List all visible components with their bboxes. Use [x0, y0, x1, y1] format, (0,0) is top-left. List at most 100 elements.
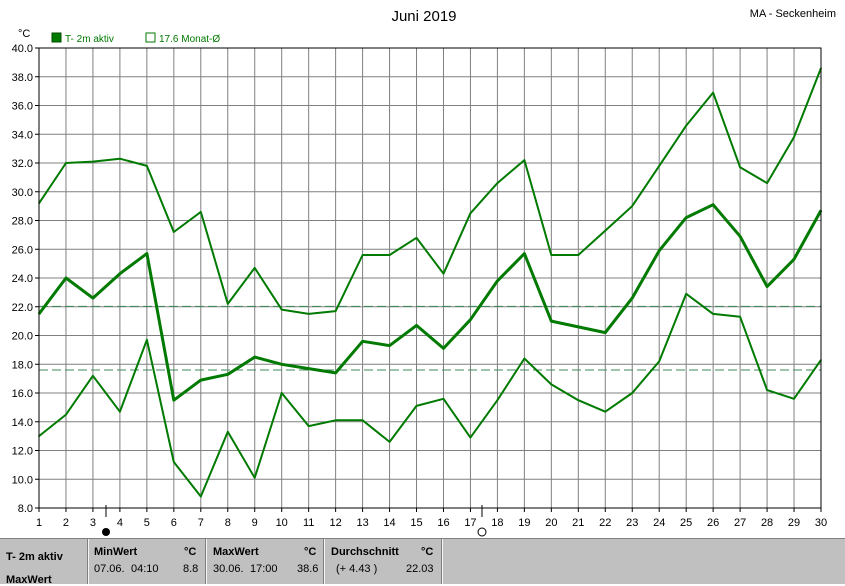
data-point-min: [334, 419, 337, 422]
data-point-min: [631, 392, 634, 394]
x-tick-label: 14: [383, 517, 395, 529]
data-point-min: [119, 410, 121, 413]
legend-series-swatch: [51, 32, 62, 43]
data-point-mean: [92, 297, 94, 299]
avg-unit: °C: [421, 546, 434, 558]
data-point-mean: [253, 356, 256, 358]
data-point-min: [226, 431, 229, 433]
data-point-min: [280, 392, 283, 394]
data-point-min: [577, 399, 580, 401]
data-point-max: [146, 165, 148, 167]
min-header: MinWert: [94, 546, 138, 558]
data-point-max: [739, 166, 741, 169]
data-point-max: [442, 272, 445, 275]
data-point-mean: [334, 372, 337, 374]
data-point-mean: [631, 297, 634, 299]
y-axis-unit: °C: [18, 28, 30, 40]
series-line-max: [38, 67, 822, 315]
data-point-min: [65, 413, 67, 416]
stats-separator: [87, 539, 89, 584]
x-tick-label: 28: [761, 517, 773, 529]
data-point-min: [793, 397, 795, 400]
y-tick-label: 36.0: [12, 101, 33, 113]
data-point-min: [253, 477, 256, 479]
x-tick-label: 3: [90, 517, 96, 529]
data-point-mean: [739, 235, 741, 238]
data-point-min: [307, 425, 310, 427]
max-unit: °C: [304, 546, 317, 558]
y-tick-label: 28.0: [12, 216, 33, 228]
data-point-mean: [766, 285, 768, 288]
x-tick-label: 12: [329, 517, 341, 529]
y-tick-label: 8.0: [18, 503, 33, 515]
x-tick-label: 27: [734, 517, 746, 529]
x-tick-label: 8: [225, 517, 231, 529]
y-tick-label: 12.0: [12, 446, 33, 458]
legend-avg-label: 17.6 Monat-Ø: [159, 34, 220, 45]
x-tick-label: 2: [63, 517, 69, 529]
chart-series: [37, 67, 823, 498]
stats-row2-label: MaxWert: [6, 574, 52, 586]
y-tick-label: 24.0: [12, 273, 33, 285]
data-point-max: [577, 254, 580, 256]
chart-title: Juni 2019: [391, 8, 456, 25]
x-tick-label: 30: [815, 517, 827, 529]
data-point-mean: [793, 258, 795, 261]
chart-axes: 8.0 10.0 12.0 14.0 16.0 18.0 20.0 22.0 24.0 26.0 2…: [12, 43, 828, 529]
data-point-max: [280, 308, 283, 311]
data-point-max: [92, 160, 94, 163]
data-point-mean: [577, 326, 580, 328]
max-header: MaxWert: [213, 546, 259, 558]
data-point-max: [119, 157, 121, 160]
min-unit: °C: [184, 546, 197, 558]
stats-separator: [441, 539, 443, 584]
data-point-max: [226, 303, 229, 305]
data-point-max: [199, 211, 202, 213]
data-point-mean: [658, 249, 661, 252]
x-tick-label: 25: [680, 517, 692, 529]
data-point-mean: [442, 347, 445, 350]
data-point-mean: [361, 340, 364, 343]
station-name: MA - Seckenheim: [750, 8, 836, 20]
x-tick-label: 21: [572, 517, 584, 529]
data-point-mean: [65, 277, 67, 279]
data-point-max: [334, 310, 337, 312]
x-tick-label: 10: [276, 517, 288, 529]
chart-grid: [39, 48, 821, 508]
data-point-min: [199, 495, 202, 498]
data-point-max: [361, 254, 364, 256]
y-tick-label: 34.0: [12, 129, 33, 141]
data-point-mean: [307, 367, 310, 370]
data-point-min: [469, 436, 472, 439]
max-date: 30.06.: [213, 563, 244, 575]
x-tick-label: 22: [599, 517, 611, 529]
y-tick-label: 22.0: [12, 302, 33, 314]
stats-separator: [205, 539, 207, 584]
data-point-max: [793, 136, 795, 138]
max-time: 17:00: [250, 563, 278, 575]
data-point-min: [739, 316, 741, 318]
data-point-max: [658, 165, 661, 167]
data-point-mean: [469, 318, 472, 321]
data-point-mean: [146, 252, 148, 255]
data-point-mean: [712, 203, 714, 206]
y-tick-label: 38.0: [12, 72, 33, 84]
x-tick-label: 5: [144, 517, 150, 529]
data-point-min: [766, 389, 768, 391]
new-moon-icon: [102, 528, 110, 536]
data-point-min: [146, 339, 148, 341]
data-point-min: [685, 293, 687, 295]
x-tick-label: 26: [707, 517, 719, 529]
data-point-max: [253, 267, 256, 269]
data-point-mean: [119, 272, 121, 275]
x-tick-label: 6: [171, 517, 177, 529]
data-point-min: [604, 410, 607, 413]
x-tick-label: 9: [252, 517, 258, 529]
y-tick-label: 18.0: [12, 359, 33, 371]
data-point-max: [415, 236, 418, 239]
data-point-max: [523, 159, 526, 161]
data-point-min: [550, 383, 553, 386]
min-time: 04:10: [131, 563, 159, 575]
x-tick-label: 4: [117, 517, 123, 529]
data-point-max: [307, 313, 310, 315]
